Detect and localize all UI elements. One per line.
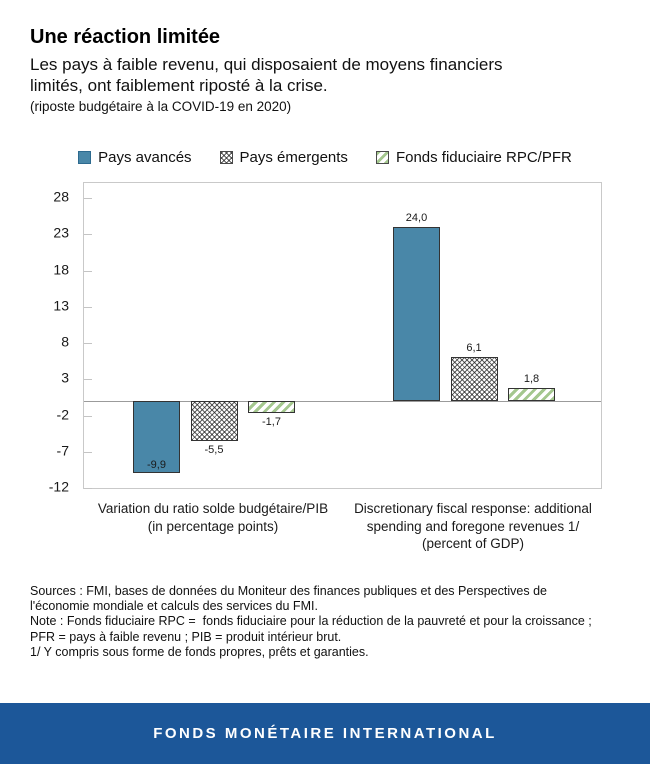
bar-value-label: -9,9	[147, 458, 166, 471]
y-tick-label: 18	[53, 261, 69, 278]
text-line: Variation du ratio solde budgétaire/PIB	[97, 501, 329, 516]
legend-label: Pays émergents	[239, 149, 348, 166]
bar-value-label: -1,7	[262, 416, 281, 429]
text-line: spending and foregone revenues 1/	[366, 518, 580, 534]
legend-item: Pays émergents	[219, 149, 348, 166]
solid-swatch-icon	[78, 151, 92, 164]
y-tick-mark	[84, 488, 92, 489]
y-tick-mark	[84, 415, 92, 417]
crosshatch-swatch-icon	[219, 151, 233, 164]
text-line: Note : Fonds fiduciaire RPC = fonds fidu…	[30, 614, 592, 629]
bar-solid	[133, 401, 180, 473]
y-tick-mark	[84, 379, 92, 381]
bar-value-label: 6,1	[466, 341, 482, 354]
text-line: limités, ont faiblement riposté à la cri…	[30, 76, 328, 95]
footnotes: Sources : FMI, bases de données du Monit…	[30, 584, 592, 660]
y-tick-mark	[84, 306, 92, 308]
bar-diagonal	[248, 401, 295, 414]
legend-label: Fonds fiduciaire RPC/PFR	[395, 149, 572, 166]
y-tick-mark	[84, 343, 92, 345]
text-line: 1/ Y compris sous forme de fonds propres…	[30, 644, 369, 659]
text-line: Discretionary fiscal response: additiona…	[354, 501, 592, 516]
category-label: Variation du ratio solde budgétaire/PIB (…	[98, 500, 328, 535]
y-tick-mark	[84, 270, 92, 272]
y-tick-mark	[84, 198, 92, 200]
legend-item: Pays avancés	[78, 149, 192, 166]
bar-solid	[393, 227, 440, 402]
bar-value-label: 1,8	[523, 373, 540, 385]
y-tick-label: -12	[48, 478, 69, 495]
page-title: Une réaction limitée	[30, 26, 221, 48]
plot-area: -9,9 24,0 -5,5 6,1 -1,7 1,8	[83, 182, 602, 489]
y-tick-mark	[84, 234, 92, 236]
text-line: (in percentage points)	[147, 518, 279, 534]
diagonal-swatch-icon	[375, 151, 389, 164]
chart-legend: Pays avancés Pays émergents Fonds fiduciai…	[0, 149, 650, 166]
y-tick-label: 28	[53, 188, 69, 205]
y-tick-label: -7	[56, 442, 69, 459]
text-line: l'économie mondiale et calculs des servi…	[30, 599, 318, 614]
y-tick-label: 8	[61, 333, 69, 350]
text-line: Sources : FMI, bases de données du Monit…	[30, 584, 547, 598]
y-tick-label: 23	[53, 225, 69, 242]
text-line: (percent of GDP)	[421, 536, 525, 551]
category-label: Discretionary fiscal response: additiona…	[354, 500, 592, 553]
zero-axis-line	[84, 401, 601, 403]
text-line: Les pays à faible revenu, qui disposaien…	[30, 55, 503, 74]
y-axis: 28 23 18 13 8 3 -2 -7 -12	[0, 182, 76, 495]
y-tick-label: 3	[61, 369, 69, 386]
bar-crosshatch	[190, 401, 238, 441]
imf-banner-label: FONDS MONÉTAIRE INTERNATIONAL	[153, 725, 497, 742]
y-tick-label: -2	[56, 406, 69, 423]
bar-diagonal	[508, 388, 555, 401]
bar-value-label: 24,0	[405, 212, 428, 225]
legend-label: Pays avancés	[98, 149, 192, 166]
imf-banner: FONDS MONÉTAIRE INTERNATIONAL	[0, 703, 650, 764]
category-labels: Variation du ratio solde budgétaire/PIB (…	[0, 500, 650, 560]
text-line: PFR = pays à faible revenu ; PIB = produ…	[30, 629, 342, 644]
page-subtitle: Les pays à faible revenu, qui disposaien…	[30, 54, 503, 96]
bar-value-label: -5,5	[204, 443, 224, 456]
y-tick-label: 13	[53, 297, 69, 314]
chart-caption: (riposte budgétaire à la COVID-19 en 202…	[30, 99, 292, 114]
y-tick-mark	[84, 451, 92, 453]
legend-item: Fonds fiduciaire RPC/PFR	[375, 149, 572, 166]
bar-crosshatch	[450, 356, 498, 402]
